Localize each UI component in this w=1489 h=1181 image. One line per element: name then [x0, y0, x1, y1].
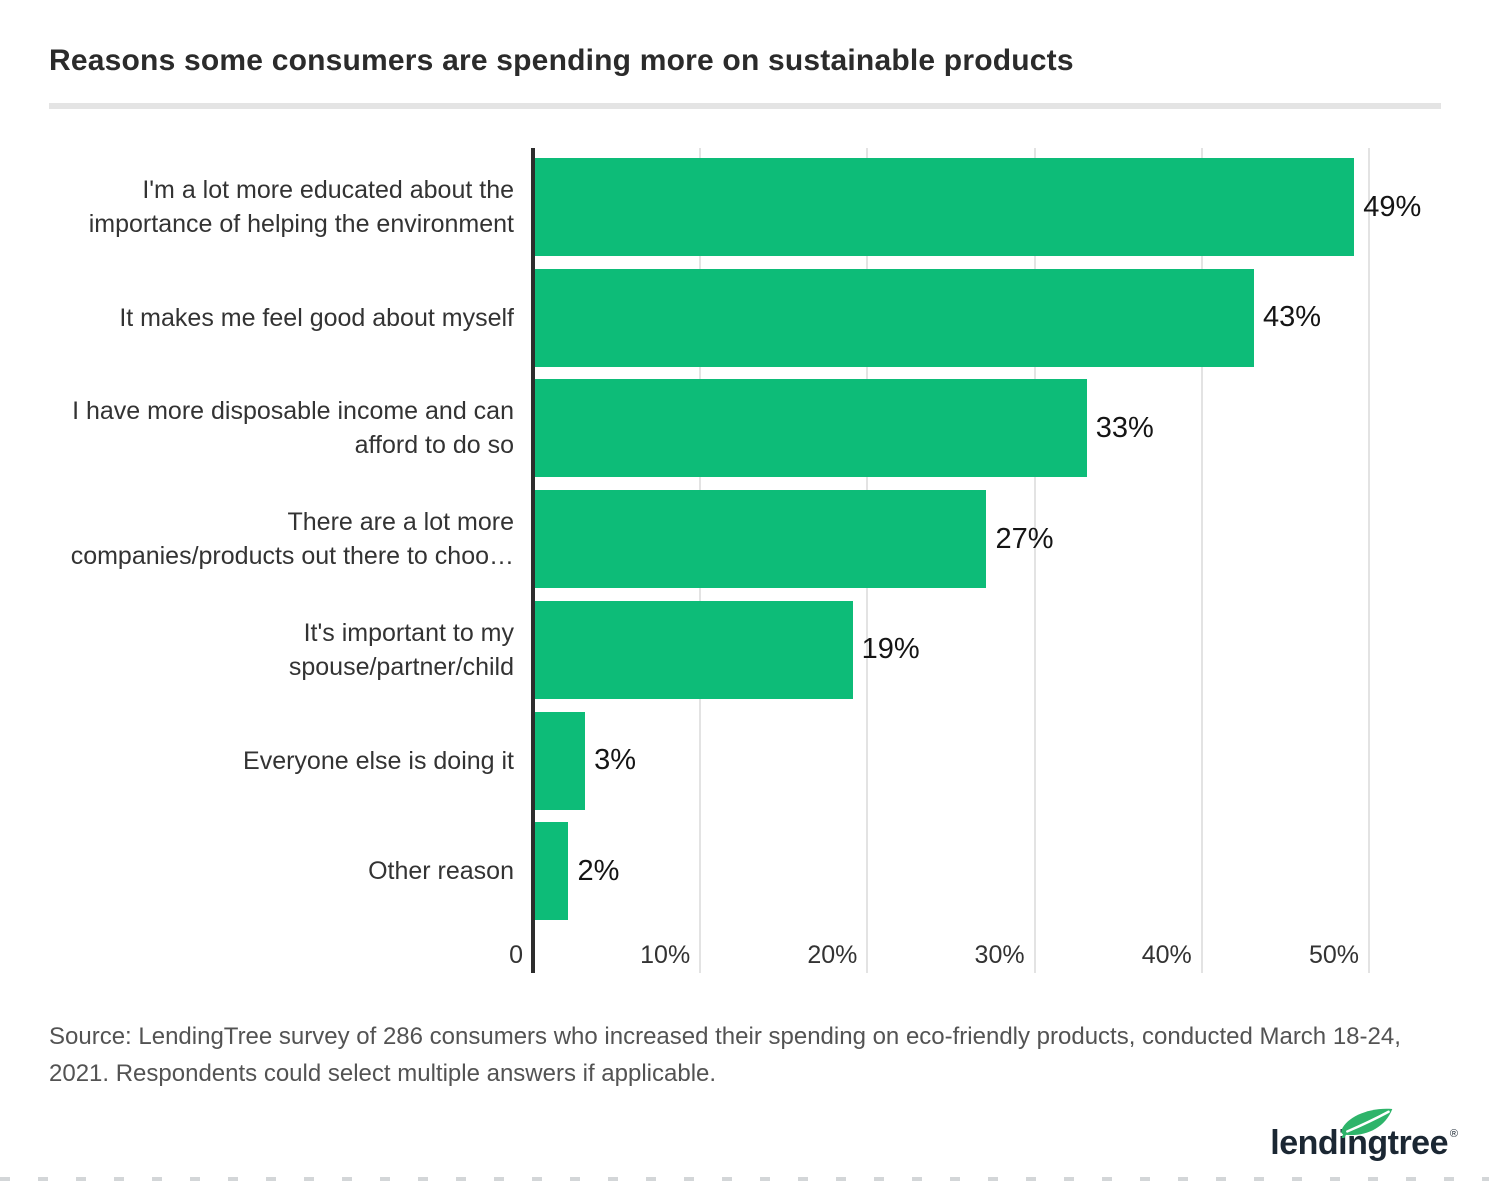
x-tick-label: 20%	[807, 941, 858, 969]
category-label-line: I'm a lot more educated about the	[142, 176, 514, 204]
source-line-2: 2021. Respondents could select multiple …	[49, 1060, 717, 1087]
bar-value-label: 2%	[577, 854, 620, 887]
category-label: I have more disposable income and can aff…	[30, 379, 514, 477]
category-label-line: It makes me feel good about myself	[119, 303, 514, 332]
x-gridline	[1200, 148, 1203, 973]
x-tick-label: 10%	[640, 941, 691, 969]
source-note: Source: LendingTree survey of 286 consum…	[49, 1018, 1449, 1092]
bar-value-label: 43%	[1262, 301, 1321, 334]
page-title: Reasons some consumers are spending more…	[49, 44, 1074, 77]
category-label-line: afford to do so	[354, 431, 514, 460]
category-label-line: Everyone else is doing it	[243, 746, 514, 775]
category-label: It makes me feel good about myself	[30, 269, 514, 367]
bar-value-label: 49%	[1363, 190, 1422, 223]
bar	[535, 600, 853, 699]
category-label-line: Other reason	[368, 857, 514, 886]
x-gridline	[1033, 148, 1036, 973]
bar-value-label: 33%	[1095, 411, 1154, 444]
bar	[535, 379, 1087, 478]
category-label: Other reason	[30, 822, 514, 920]
bar-value-label: 27%	[995, 522, 1054, 555]
category-label-line: companies/products out there to choo…	[70, 542, 514, 571]
leaf-icon	[1341, 1108, 1393, 1138]
source-line-1: Source: LendingTree survey of 286 consum…	[49, 1023, 1401, 1050]
x-tick-label: 30%	[974, 941, 1025, 969]
title-divider	[49, 103, 1441, 109]
bar-value-label: 19%	[861, 633, 920, 666]
bar	[535, 490, 987, 589]
category-label: Everyone else is doing it	[30, 712, 514, 810]
x-tick-label: 40%	[1141, 941, 1192, 969]
bar	[535, 268, 1254, 367]
category-label-line: There are a lot more	[287, 508, 515, 537]
bar	[535, 822, 569, 921]
category-label-line: importance of helping the environment	[88, 210, 514, 238]
category-label-line: It's important to my	[303, 618, 514, 647]
registered-trademark: ®	[1449, 1128, 1458, 1140]
bottom-dotted-border	[0, 1177, 1489, 1181]
category-label-line: spouse/partner/child	[288, 652, 514, 681]
category-label-line: I have more disposable income and can	[72, 397, 514, 426]
x-tick-label: 50%	[1308, 941, 1359, 969]
x-tick-label: 0	[509, 941, 523, 969]
category-label: There are a lot more companies/products o…	[30, 490, 514, 588]
y-axis-line	[531, 148, 535, 973]
x-gridline	[1368, 148, 1370, 973]
lendingtree-logo: lendingtree ®	[1228, 1108, 1458, 1170]
bar	[535, 158, 1355, 256]
category-label: I'm a lot more educated about the importa…	[30, 158, 514, 256]
bar-value-label: 3%	[594, 744, 637, 776]
bar	[535, 711, 586, 810]
category-label: It's important to my spouse/partner/child	[30, 601, 514, 699]
